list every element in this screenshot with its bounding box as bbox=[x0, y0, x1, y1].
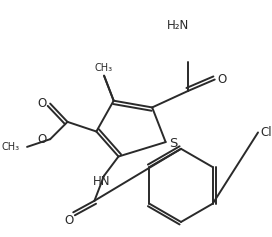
Text: O: O bbox=[38, 133, 47, 146]
Text: HN: HN bbox=[93, 175, 111, 188]
Text: O: O bbox=[38, 97, 47, 110]
Text: O: O bbox=[65, 214, 74, 227]
Text: S: S bbox=[169, 137, 178, 150]
Text: CH₃: CH₃ bbox=[95, 63, 113, 73]
Text: H₂N: H₂N bbox=[167, 19, 189, 32]
Text: O: O bbox=[218, 73, 227, 86]
Text: CH₃: CH₃ bbox=[1, 142, 19, 152]
Text: Cl: Cl bbox=[260, 126, 271, 139]
